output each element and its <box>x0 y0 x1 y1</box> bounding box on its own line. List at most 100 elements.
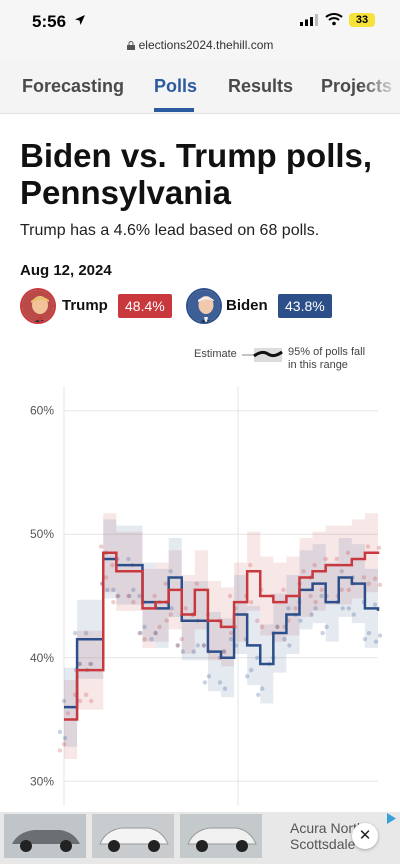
poll-dot <box>83 692 89 698</box>
active-tab-indicator <box>154 108 194 112</box>
poll-dot <box>179 637 184 642</box>
biden-portrait-icon <box>188 290 220 322</box>
poll-dot <box>228 630 234 636</box>
candidate-biden: Biden 43.8% <box>186 288 346 324</box>
poll-dot <box>260 686 265 691</box>
poll-dot <box>275 624 280 630</box>
poll-dot <box>281 587 286 593</box>
poll-dot <box>334 556 339 562</box>
poll-dot <box>88 661 94 667</box>
poll-dot <box>201 643 207 648</box>
poll-dot <box>175 643 180 648</box>
poll-dot <box>339 569 344 574</box>
poll-dot <box>301 569 306 574</box>
poll-dot <box>319 587 324 593</box>
address-bar[interactable]: elections2024.thehill.com <box>0 38 400 52</box>
poll-dot <box>153 630 158 636</box>
series-line-biden <box>64 557 380 709</box>
y-tick-label: 50% <box>30 527 54 541</box>
ad-banner[interactable]: Acura North Scottsdale <box>0 812 400 864</box>
poll-dot <box>195 643 201 648</box>
poll-dot <box>194 581 200 586</box>
legend-range-line1: 95% of polls fall <box>288 346 366 358</box>
poll-dot <box>111 587 116 593</box>
wifi-icon <box>325 13 343 26</box>
poll-dot <box>275 624 280 630</box>
poll-dot <box>221 649 227 654</box>
poll-dot <box>377 582 383 588</box>
poll-dot <box>361 575 367 580</box>
poll-dot <box>126 593 131 599</box>
url-text: elections2024.thehill.com <box>138 38 274 52</box>
status-bar: 5:56 33 elections2024.thehill.com <box>0 0 400 60</box>
poll-dot <box>191 649 197 654</box>
poll-dot <box>72 630 78 636</box>
page-title: Biden vs. Trump polls, Pennsylvania <box>20 137 373 211</box>
poll-dot <box>228 637 234 642</box>
nav-fade <box>360 60 400 113</box>
poll-dot <box>345 550 351 555</box>
legend-estimate-label: Estimate <box>194 348 237 360</box>
candidate-trump: Trump 48.4% <box>20 288 180 324</box>
poll-dot <box>149 637 154 642</box>
poll-dot <box>137 630 142 636</box>
poll-dot <box>152 593 157 599</box>
poll-dot <box>248 667 254 673</box>
poll-dot <box>180 649 185 654</box>
poll-dot <box>260 624 265 630</box>
poll-dot <box>222 686 228 691</box>
poll-dot <box>175 643 180 648</box>
poll-dot <box>105 587 110 593</box>
poll-dot <box>126 556 131 562</box>
poll-dot <box>248 599 254 605</box>
poll-dot <box>116 593 121 599</box>
poll-dot <box>77 661 83 667</box>
trump-portrait-icon <box>22 290 54 322</box>
tab-forecasting[interactable]: Forecasting <box>22 76 125 96</box>
poll-dot <box>153 630 158 636</box>
series-line-trump <box>64 551 380 721</box>
ad-text[interactable]: Acura North Scottsdale <box>290 820 365 852</box>
poll-dot <box>61 698 67 704</box>
poll-dot <box>244 674 250 679</box>
poll-dot <box>362 637 368 642</box>
poll-dot <box>255 655 260 660</box>
poll-dot <box>157 624 162 630</box>
tab-results[interactable]: Results <box>228 76 294 96</box>
y-tick-label: 60% <box>30 404 54 418</box>
ad-close-button[interactable]: ✕ <box>352 823 378 849</box>
poll-dot <box>87 661 93 667</box>
ad-choices-icon[interactable] <box>385 812 398 825</box>
poll-dot <box>88 698 94 704</box>
legend-range-swatch-icon <box>242 348 283 362</box>
poll-dot <box>131 599 136 605</box>
biden-name: Biden <box>226 297 268 314</box>
section-nav: Forecasting Polls Results Projects <box>0 60 400 114</box>
battery-indicator: 33 <box>349 13 375 27</box>
tab-polls[interactable]: Polls <box>154 76 198 96</box>
poll-dot <box>373 639 379 644</box>
poll-dot <box>137 593 142 599</box>
biden-avatar <box>186 288 222 324</box>
poll-dot <box>372 576 378 581</box>
y-tick-label: 40% <box>30 651 54 665</box>
poll-dot <box>62 735 68 741</box>
poll-dot <box>142 624 147 630</box>
ad-car-image-3[interactable] <box>180 814 262 858</box>
ad-car-image-2[interactable] <box>92 814 174 858</box>
trump-name: Trump <box>62 297 108 314</box>
poll-dot <box>201 643 207 648</box>
poll-dot <box>57 748 63 753</box>
ad-car-image-1[interactable] <box>4 814 86 858</box>
poll-dot <box>313 606 318 611</box>
poll-dot <box>202 680 208 685</box>
poll-dot <box>163 581 168 586</box>
poll-dot <box>255 618 260 623</box>
poll-dot <box>351 612 357 617</box>
poll-dot <box>365 544 371 549</box>
cellular-signal-icon <box>300 14 318 26</box>
poll-dot <box>65 711 71 716</box>
poll-dot <box>110 562 115 568</box>
poll-dot <box>169 606 174 611</box>
page-subtitle: Trump has a 4.6% lead based on 68 polls. <box>20 222 320 239</box>
